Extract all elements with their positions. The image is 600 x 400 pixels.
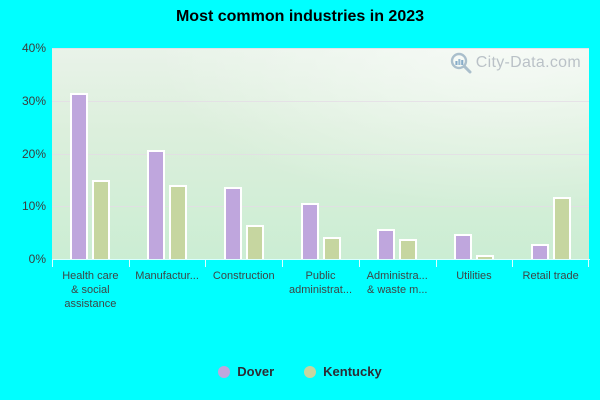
legend-item-kentucky: Kentucky (304, 364, 382, 379)
x-axis-tick-6 (512, 260, 514, 267)
bar-dover-5 (453, 233, 472, 259)
gridline-10 (52, 206, 589, 208)
x-axis-label-0: Health care & social assistance (62, 270, 119, 310)
x-axis-label-5: Utilities (456, 270, 492, 282)
gridline-30 (52, 100, 589, 102)
legend-label-dover: Dover (237, 364, 275, 379)
bar-groups (52, 48, 589, 259)
x-axis-labels: Health care & social assistance Manufactu… (52, 269, 589, 311)
bar-kentucky-1 (169, 185, 188, 259)
bar-kentucky-0 (92, 179, 111, 259)
x-axis-tick-4 (358, 260, 360, 267)
x-axis-label-3: Public administrat... (289, 270, 352, 296)
x-axis-label-1: Manufactur... (135, 270, 199, 282)
x-axis-label-2: Construction (212, 270, 275, 282)
y-axis-label-10: 10% (21, 199, 46, 214)
watermark: City-Data.com (450, 52, 581, 74)
legend: Dover Kentucky (0, 364, 600, 379)
bar-kentucky-3 (322, 237, 341, 259)
bar-group-3 (282, 48, 359, 259)
x-axis-tick-7 (588, 260, 589, 267)
bar-dover-3 (300, 202, 319, 259)
x-axis-label-4: Administra... & waste m... (366, 270, 428, 296)
bar-group-4 (359, 48, 436, 259)
bar-dover-0 (70, 93, 89, 259)
magnifier-chart-icon (450, 52, 472, 74)
legend-dot-kentucky (304, 365, 317, 378)
bar-group-1 (129, 48, 206, 259)
x-axis-tick-2 (205, 260, 207, 267)
bar-dover-4 (377, 228, 396, 259)
x-axis-line (52, 259, 590, 260)
y-axis-label-20: 20% (21, 146, 46, 161)
legend-dot-dover (218, 365, 231, 378)
bar-kentucky-6 (552, 196, 571, 259)
y-axis-label-40: 40% (21, 41, 46, 55)
watermark-text: City-Data.com (475, 54, 581, 71)
bar-kentucky-4 (399, 239, 418, 259)
bar-dover-6 (530, 243, 549, 259)
bar-kentucky-5 (475, 254, 494, 259)
y-axis-label-0: 0% (28, 252, 46, 266)
bar-dover-1 (147, 150, 166, 259)
legend-item-dover: Dover (218, 364, 274, 379)
gridline-40 (52, 48, 589, 49)
bar-dover-2 (223, 187, 242, 259)
x-axis-ticks (52, 260, 590, 268)
y-axis-label-30: 30% (21, 93, 46, 108)
x-axis-tick-5 (435, 260, 437, 267)
bar-group-2 (205, 48, 282, 259)
bar-kentucky-2 (245, 225, 264, 259)
gridline-20 (52, 153, 589, 155)
x-axis-tick-1 (128, 260, 130, 267)
x-axis-tick-0 (52, 260, 53, 267)
x-axis-tick-3 (282, 260, 284, 267)
bar-group-6 (512, 48, 589, 259)
x-axis-label-6: Retail trade (522, 270, 579, 282)
legend-label-kentucky: Kentucky (323, 364, 382, 379)
plot-area: City-Data.com (52, 48, 589, 259)
bar-group-0 (52, 48, 129, 259)
bar-group-5 (436, 48, 513, 259)
chart-title: Most common industries in 2023 (175, 8, 425, 25)
